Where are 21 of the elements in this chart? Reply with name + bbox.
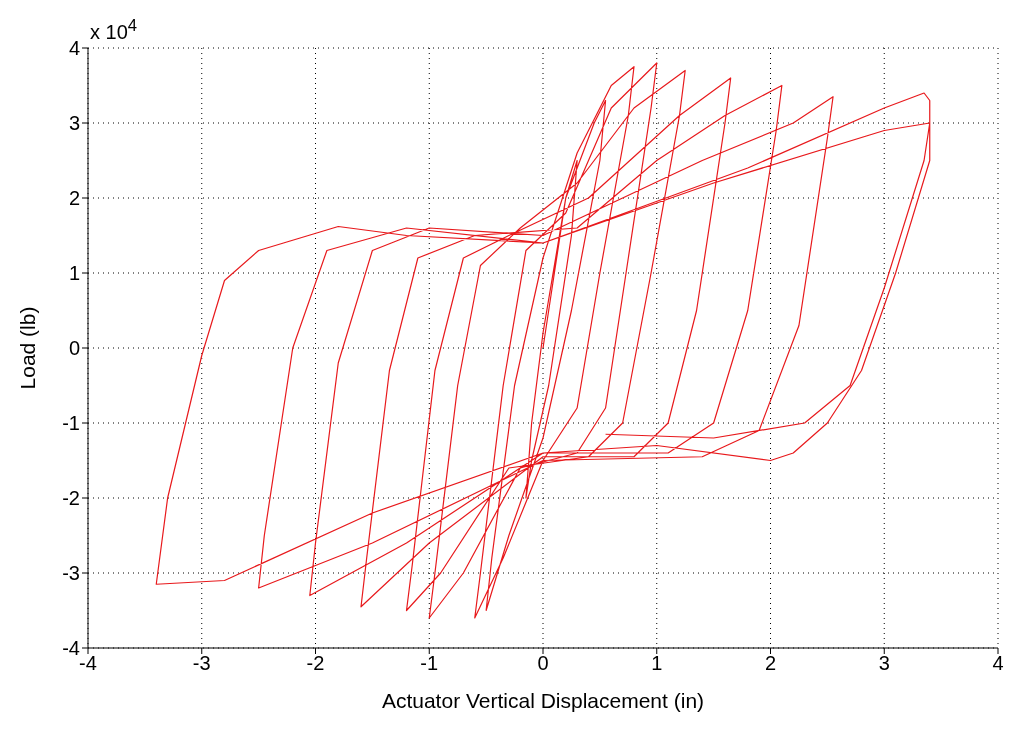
x-tick-label: 2 [764,652,777,675]
y-tick-label: 2 [68,187,80,210]
text: x 10$^{4}$ [90,16,138,44]
y-tick-label: 3 [68,112,80,135]
y-tick-label: 1 [68,262,80,285]
x-tick-label: 4 [992,652,1004,675]
y-tick-label: -2 [62,487,80,510]
y-axis-title: Load (lb) [16,306,40,390]
x-tick-label: -2 [306,652,325,675]
x-axis-title: Actuator Vertical Displacement (in) [381,689,705,712]
x-tick-label: -1 [420,652,439,675]
y-tick-label: 4 [68,37,80,60]
x-tick-label: 0 [537,652,549,675]
x-tick-label: 3 [878,652,890,675]
y-tick-label: 0 [68,337,80,360]
y-tick-label: -4 [62,637,80,660]
x-tick-label: -3 [192,652,211,675]
y-tick-label: -3 [62,562,80,585]
line-series [155,62,931,619]
y-tick-label: -1 [62,412,80,435]
x-tick-label: 1 [651,652,663,675]
